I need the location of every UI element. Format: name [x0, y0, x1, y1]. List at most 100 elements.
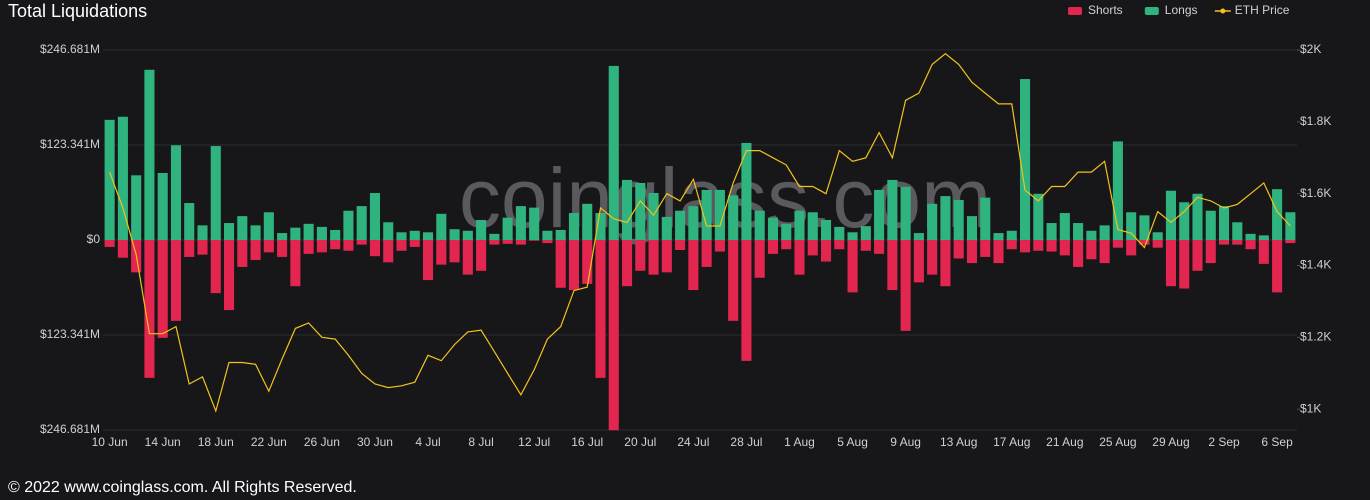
bar — [595, 213, 606, 240]
bar — [900, 186, 911, 240]
bar — [237, 240, 248, 267]
bar — [887, 179, 898, 240]
bar — [1218, 240, 1230, 245]
y-tick-label: $0 — [87, 232, 101, 246]
legend-swatch — [1068, 7, 1082, 15]
y2-tick-label: $1.2K — [1300, 330, 1331, 344]
bar — [157, 172, 168, 240]
bar — [409, 230, 420, 240]
bar — [197, 240, 208, 255]
bar — [476, 240, 487, 271]
bar — [648, 240, 659, 275]
bar — [263, 212, 274, 240]
bar — [157, 240, 168, 338]
bar — [1205, 240, 1216, 264]
bar — [1232, 240, 1243, 245]
bar — [635, 240, 646, 271]
bar — [794, 210, 805, 240]
bar — [144, 240, 155, 378]
price-line — [109, 52, 1291, 413]
bar — [728, 240, 739, 321]
bar — [1006, 240, 1017, 250]
bar — [422, 240, 434, 281]
bar — [449, 229, 460, 240]
bar — [542, 230, 553, 240]
bar — [436, 213, 447, 240]
bar — [582, 240, 593, 284]
y-tick-label: $123.341M — [40, 137, 100, 151]
x-tick-label: 22 Jun — [251, 435, 287, 449]
bar — [330, 229, 341, 240]
bar — [807, 212, 818, 240]
y2-tick-label: $1K — [1300, 401, 1321, 415]
bar — [529, 240, 540, 241]
bar — [675, 210, 686, 240]
bar — [1059, 240, 1070, 256]
bar — [489, 233, 500, 240]
bar — [1099, 240, 1110, 264]
legend-label: Shorts — [1088, 3, 1123, 17]
bar — [1139, 240, 1150, 245]
bar — [980, 240, 991, 257]
bar — [940, 240, 951, 287]
bar — [356, 206, 367, 240]
y2-tick-label: $1.8K — [1300, 114, 1331, 128]
x-tick-label: 8 Jul — [468, 435, 493, 449]
bar — [608, 65, 619, 240]
x-tick-label: 26 Jun — [304, 435, 340, 449]
bar — [1272, 189, 1283, 240]
bar — [1165, 240, 1177, 287]
bar — [1272, 240, 1283, 293]
bar-series — [104, 240, 1296, 431]
x-tick-label: 5 Aug — [837, 435, 868, 449]
bar — [250, 225, 261, 240]
bar — [927, 240, 938, 275]
x-tick-label: 6 Sep — [1261, 435, 1293, 449]
x-tick-label: 13 Aug — [940, 435, 977, 449]
bar — [1046, 223, 1057, 240]
bar — [104, 240, 115, 247]
bar — [356, 240, 367, 245]
bar — [820, 240, 832, 262]
bar — [303, 240, 314, 254]
bar — [303, 223, 314, 240]
bar — [834, 226, 845, 240]
bar — [635, 183, 646, 240]
bar — [966, 240, 978, 264]
bar — [383, 222, 394, 240]
bar — [290, 240, 301, 287]
bar — [131, 175, 142, 240]
bar — [741, 142, 752, 240]
bar — [1073, 240, 1084, 267]
bar — [476, 219, 487, 240]
bar — [608, 240, 619, 431]
bar — [582, 203, 593, 240]
bar — [1073, 223, 1084, 240]
bar — [767, 240, 779, 254]
bar — [197, 225, 208, 240]
x-tick-label: 10 Jun — [92, 435, 128, 449]
y2-tick-label: $2K — [1300, 42, 1321, 56]
bar — [701, 189, 712, 240]
bar — [1152, 232, 1163, 240]
bar — [409, 240, 420, 247]
bar — [728, 195, 739, 240]
bar — [568, 213, 580, 240]
bar — [1179, 240, 1190, 289]
x-tick-label: 18 Jun — [198, 435, 234, 449]
bar — [542, 240, 553, 244]
bar — [250, 240, 261, 261]
bar — [316, 240, 327, 253]
bar — [887, 240, 898, 291]
bar — [913, 233, 924, 240]
y2-tick-label: $1.6K — [1300, 186, 1331, 200]
bar — [993, 240, 1004, 264]
bar — [210, 146, 221, 240]
bar — [170, 145, 182, 240]
bar — [184, 240, 195, 257]
legend-swatch — [1144, 7, 1159, 15]
bar — [1059, 213, 1070, 240]
legend-label: Longs — [1165, 3, 1198, 17]
bar — [343, 210, 354, 240]
